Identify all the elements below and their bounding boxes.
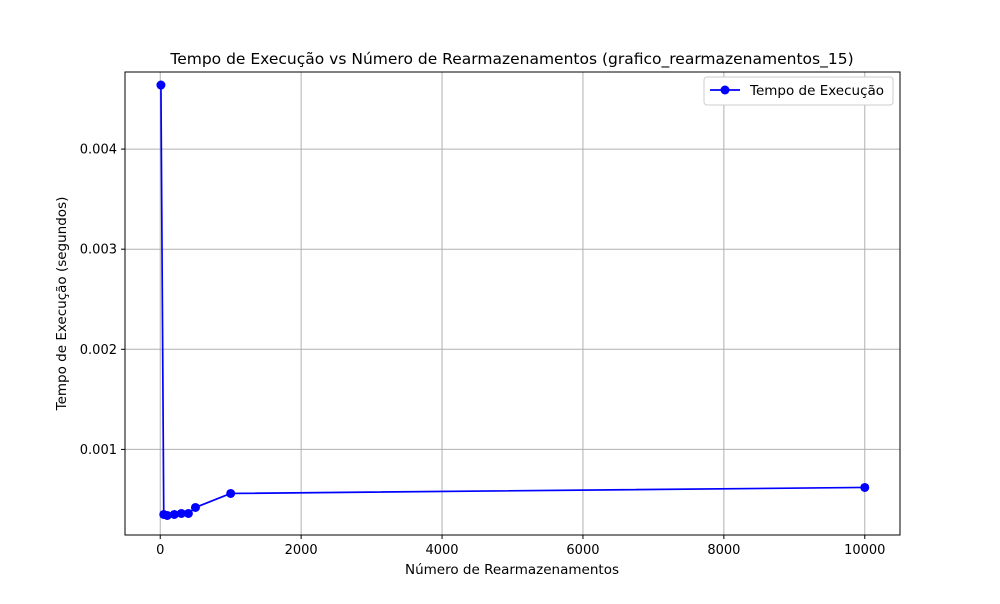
x-tick-label: 4000 [425,543,458,558]
y-axis-ticks: 0.001 0.002 0.003 0.004 [80,143,125,458]
legend-marker-swatch [720,85,730,95]
data-layer [156,80,870,520]
x-tick-label: 8000 [707,543,740,558]
legend: Tempo de Execução [703,76,894,106]
grid-lines [125,72,900,535]
data-point-marker [183,508,193,518]
data-point-marker [169,509,179,519]
data-point-marker [156,80,166,90]
legend-label: Tempo de Execução [749,83,884,99]
y-tick-label: 0.002 [80,343,117,358]
x-tick-label: 10000 [844,543,885,558]
data-point-marker [226,488,236,498]
data-point-marker [860,482,870,492]
x-tick-label: 6000 [566,543,599,558]
data-point-marker [162,510,172,520]
y-tick-label: 0.003 [80,243,117,258]
x-axis-ticks: 0 2000 4000 6000 8000 10000 [156,535,885,558]
plot-area-frame [124,71,901,536]
y-tick-label: 0.004 [80,143,117,158]
legend-box [703,76,894,106]
y-tick-label: 0.001 [80,443,117,458]
data-point-marker [176,508,186,518]
x-tick-label: 2000 [285,543,318,558]
data-point-marker [190,502,200,512]
y-axis-label: Tempo de Execução (segundos) [54,197,70,412]
x-tick-label: 0 [156,543,164,558]
x-axis-label: Número de Rearmazenamentos [405,562,619,578]
chart-title: Tempo de Execução vs Número de Rearmazen… [169,50,853,69]
